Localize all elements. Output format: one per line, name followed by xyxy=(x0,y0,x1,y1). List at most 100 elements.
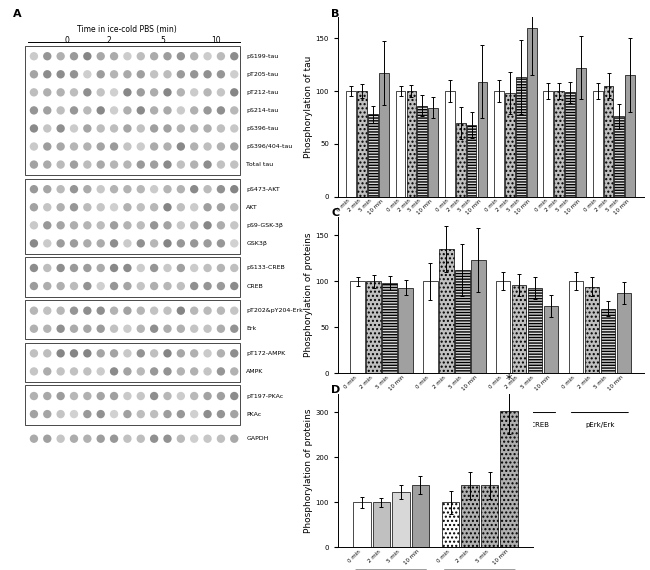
Ellipse shape xyxy=(216,142,225,150)
Bar xyxy=(478,82,488,197)
Text: pS396: pS396 xyxy=(554,251,576,256)
Ellipse shape xyxy=(70,434,78,443)
Y-axis label: Phosphorylation of proteins: Phosphorylation of proteins xyxy=(304,409,313,533)
Ellipse shape xyxy=(190,70,198,79)
Ellipse shape xyxy=(190,52,198,60)
Text: 2 min: 2 min xyxy=(396,198,411,213)
Ellipse shape xyxy=(57,434,65,443)
Text: 2 min: 2 min xyxy=(594,198,608,213)
Text: *: * xyxy=(506,373,512,386)
Ellipse shape xyxy=(83,410,92,418)
Ellipse shape xyxy=(57,142,65,150)
Ellipse shape xyxy=(230,160,239,169)
Text: pS133-CREB: pS133-CREB xyxy=(246,266,285,271)
Ellipse shape xyxy=(43,410,51,418)
Text: 5: 5 xyxy=(160,36,165,45)
Ellipse shape xyxy=(96,124,105,133)
Text: 5 min: 5 min xyxy=(506,198,521,213)
Ellipse shape xyxy=(110,392,118,400)
Bar xyxy=(25,178,240,254)
Text: 5 min: 5 min xyxy=(386,549,401,563)
Text: 10 min: 10 min xyxy=(606,375,624,392)
Ellipse shape xyxy=(110,434,118,443)
Ellipse shape xyxy=(30,185,38,193)
Ellipse shape xyxy=(203,324,212,333)
Text: 10 min: 10 min xyxy=(367,198,384,215)
Text: 0 min: 0 min xyxy=(415,375,430,389)
Text: 2 min: 2 min xyxy=(367,549,382,563)
Bar xyxy=(566,92,575,197)
Ellipse shape xyxy=(70,410,78,418)
Text: 2: 2 xyxy=(107,36,111,45)
Ellipse shape xyxy=(124,142,131,150)
Ellipse shape xyxy=(150,434,159,443)
Ellipse shape xyxy=(230,392,239,400)
Ellipse shape xyxy=(57,106,65,115)
Ellipse shape xyxy=(150,264,159,272)
Ellipse shape xyxy=(177,392,185,400)
Text: C: C xyxy=(332,208,339,218)
Ellipse shape xyxy=(163,88,172,96)
Ellipse shape xyxy=(110,203,118,211)
Ellipse shape xyxy=(110,106,118,115)
Ellipse shape xyxy=(96,70,105,79)
Text: pS214: pS214 xyxy=(504,251,526,256)
Bar xyxy=(417,106,427,197)
Ellipse shape xyxy=(70,185,78,193)
Ellipse shape xyxy=(136,221,145,230)
Ellipse shape xyxy=(150,349,159,357)
Ellipse shape xyxy=(190,221,198,230)
Bar xyxy=(467,125,476,197)
Ellipse shape xyxy=(230,282,239,290)
Ellipse shape xyxy=(70,221,78,230)
Bar xyxy=(462,485,479,547)
Ellipse shape xyxy=(43,142,51,150)
Ellipse shape xyxy=(177,221,185,230)
Bar xyxy=(604,86,614,197)
Ellipse shape xyxy=(96,367,105,376)
Ellipse shape xyxy=(230,221,239,230)
Ellipse shape xyxy=(203,264,212,272)
Text: 2 min: 2 min xyxy=(432,375,447,389)
Ellipse shape xyxy=(203,367,212,376)
Text: pT202&pY204-Erk: pT202&pY204-Erk xyxy=(246,308,303,313)
Ellipse shape xyxy=(30,410,38,418)
Ellipse shape xyxy=(83,185,92,193)
Ellipse shape xyxy=(30,203,38,211)
Ellipse shape xyxy=(124,160,131,169)
Ellipse shape xyxy=(57,203,65,211)
Text: 2 min: 2 min xyxy=(577,375,592,389)
Ellipse shape xyxy=(150,410,159,418)
Y-axis label: Phosphorylation of tau: Phosphorylation of tau xyxy=(304,56,313,158)
Ellipse shape xyxy=(203,307,212,315)
Bar xyxy=(543,91,553,197)
Ellipse shape xyxy=(70,282,78,290)
Ellipse shape xyxy=(177,70,185,79)
Ellipse shape xyxy=(57,264,65,272)
Text: 0 min: 0 min xyxy=(436,549,450,563)
Ellipse shape xyxy=(190,324,198,333)
Ellipse shape xyxy=(150,282,159,290)
Ellipse shape xyxy=(96,239,105,247)
Text: 2 min: 2 min xyxy=(495,198,510,213)
Ellipse shape xyxy=(124,282,131,290)
Bar xyxy=(614,116,624,197)
Ellipse shape xyxy=(163,264,172,272)
Ellipse shape xyxy=(177,282,185,290)
Ellipse shape xyxy=(150,160,159,169)
Ellipse shape xyxy=(83,367,92,376)
Text: 0 min: 0 min xyxy=(534,198,549,213)
Ellipse shape xyxy=(216,324,225,333)
Text: 0 min: 0 min xyxy=(583,198,597,213)
Ellipse shape xyxy=(124,410,131,418)
Ellipse shape xyxy=(163,367,172,376)
Ellipse shape xyxy=(203,410,212,418)
Ellipse shape xyxy=(43,367,51,376)
Ellipse shape xyxy=(136,203,145,211)
Ellipse shape xyxy=(163,434,172,443)
Text: pT212-tau: pT212-tau xyxy=(246,90,279,95)
Ellipse shape xyxy=(30,221,38,230)
Ellipse shape xyxy=(136,367,145,376)
Ellipse shape xyxy=(110,410,118,418)
Ellipse shape xyxy=(30,52,38,60)
